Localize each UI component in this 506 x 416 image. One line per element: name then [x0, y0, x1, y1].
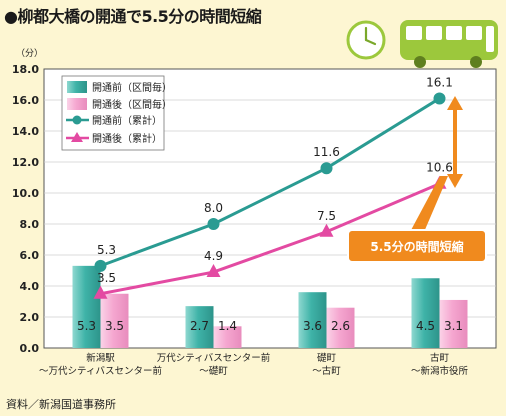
- marker-before-cumulative: [94, 259, 107, 272]
- y-tick-label: 14.0: [12, 125, 39, 138]
- point-label-after-cumulative: 7.5: [317, 209, 336, 223]
- category-label: 礎町: [317, 352, 337, 364]
- y-unit-label: （分）: [16, 48, 43, 59]
- bar-label-before-segment: 4.5: [416, 319, 435, 333]
- category-label: ～万代シティバスセンター前: [39, 365, 162, 377]
- category-label: ～古町: [312, 365, 341, 377]
- line-before-cumulative: [99, 97, 441, 268]
- category-label: 万代シティバスセンター前: [157, 352, 270, 364]
- category-label: ～新潟市役所: [411, 365, 469, 377]
- bar-after-segment: [326, 307, 355, 348]
- bar-label-before-segment: 3.6: [303, 319, 322, 333]
- y-tick-label: 4.0: [20, 280, 40, 293]
- bus-icon: [400, 20, 498, 68]
- marker-before-cumulative: [320, 162, 333, 175]
- legend-label-after-segment: 開通後（区間毎）: [92, 98, 172, 111]
- legend-label-before-segment: 開通前（区間毎）: [92, 81, 172, 94]
- bar-label-after-segment: 3.5: [105, 319, 124, 333]
- category-label: ～礎町: [199, 365, 228, 377]
- legend-label-before-cumulative: 開通前（累計）: [92, 114, 162, 127]
- y-tick-label: 12.0: [12, 156, 39, 169]
- point-label-after-cumulative: 4.9: [204, 249, 223, 263]
- bar-before-segment: [411, 278, 440, 348]
- bar-label-after-segment: 1.4: [218, 319, 237, 333]
- marker-before-cumulative: [433, 92, 446, 105]
- bar-before-segment: [298, 292, 327, 348]
- legend-marker-before-cumulative: [72, 115, 82, 125]
- y-tick-label: 6.0: [20, 249, 40, 262]
- marker-after-cumulative: [319, 223, 334, 237]
- y-tick-label: 18.0: [12, 63, 39, 76]
- legend-marker-after-cumulative: [71, 132, 83, 142]
- category-label: 新潟駅: [86, 352, 115, 364]
- point-label-after-cumulative: 3.5: [97, 271, 116, 285]
- category-label: 古町: [430, 352, 450, 364]
- bar-label-before-segment: 2.7: [190, 319, 209, 333]
- marker-before-cumulative: [207, 218, 220, 230]
- point-label-before-cumulative: 8.0: [204, 201, 223, 215]
- y-tick-label: 0.0: [20, 342, 40, 355]
- bar-label-before-segment: 5.3: [77, 319, 96, 333]
- bar-after-segment: [213, 326, 242, 348]
- callout-text: 5.5分の時間短縮: [370, 239, 463, 254]
- chart-title: ●柳都大橋の開通で5.5分の時間短縮: [4, 7, 262, 26]
- bar-label-after-segment: 2.6: [331, 319, 350, 333]
- y-tick-label: 2.0: [20, 311, 40, 324]
- bar-before-segment: [72, 265, 101, 348]
- source-note: 資料／新潟国道事務所: [6, 398, 116, 411]
- y-tick-label: 10.0: [12, 187, 39, 200]
- clock-icon: [346, 20, 386, 60]
- point-label-before-cumulative: 16.1: [426, 75, 453, 89]
- line-after-cumulative: [100, 182, 441, 296]
- bar-after-segment: [439, 299, 468, 348]
- y-tick-label: 8.0: [20, 218, 40, 231]
- legend: 開通前（区間毎） 開通後（区間毎） 開通前（累計） 開通後（累計）: [61, 75, 172, 151]
- bar-label-after-segment: 3.1: [444, 319, 463, 333]
- bar-before-segment: [185, 306, 214, 348]
- point-label-before-cumulative: 11.6: [313, 145, 340, 159]
- legend-swatch-after-segment: [67, 98, 87, 110]
- reduction-arrow: [410, 96, 463, 232]
- bar-after-segment: [100, 293, 129, 348]
- y-tick-label: 16.0: [12, 94, 39, 107]
- marker-after-cumulative: [93, 285, 108, 299]
- marker-after-cumulative: [206, 264, 221, 278]
- point-label-before-cumulative: 5.3: [97, 243, 116, 257]
- legend-swatch-before-segment: [67, 81, 87, 93]
- point-label-after-cumulative: 10.6: [426, 161, 453, 175]
- legend-label-after-cumulative: 開通後（累計）: [92, 132, 162, 145]
- callout-box: [347, 229, 487, 263]
